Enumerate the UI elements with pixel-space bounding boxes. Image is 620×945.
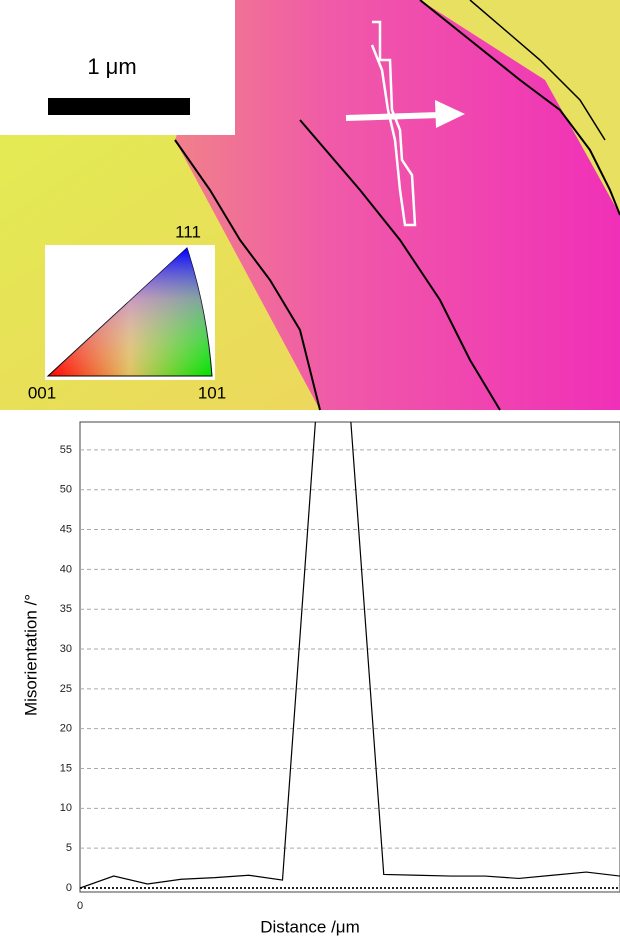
y-axis-label: Misorientation /° bbox=[21, 594, 40, 716]
scale-label: 1 μm bbox=[87, 54, 136, 79]
y-tick-label: 55 bbox=[60, 444, 72, 456]
plot-frame bbox=[79, 421, 620, 893]
orientation-map: 1 μm 111 001 101 bbox=[0, 0, 620, 411]
y-tick-label: 15 bbox=[60, 762, 72, 774]
y-tick-label: 25 bbox=[60, 683, 72, 695]
ipf-label: 111 bbox=[175, 222, 201, 241]
y-tick-label: 5 bbox=[66, 842, 72, 854]
y-tick-label: 50 bbox=[60, 484, 72, 496]
y-tick-label: 30 bbox=[60, 643, 72, 655]
x-tick-label: 0 bbox=[77, 900, 83, 912]
ipf-label: 001 bbox=[28, 383, 56, 402]
plot-area bbox=[80, 422, 620, 889]
y-tick-label: 0 bbox=[66, 882, 72, 894]
x-axis-label: Distance /μm bbox=[260, 917, 360, 936]
y-tick-label: 20 bbox=[60, 723, 72, 735]
ipf-label: 101 bbox=[198, 383, 226, 402]
data-line bbox=[80, 422, 620, 889]
y-tick-label: 40 bbox=[60, 563, 72, 575]
y-tick-label: 45 bbox=[60, 523, 72, 535]
y-tick-label: 35 bbox=[60, 603, 72, 615]
y-tick-label: 10 bbox=[60, 802, 72, 814]
